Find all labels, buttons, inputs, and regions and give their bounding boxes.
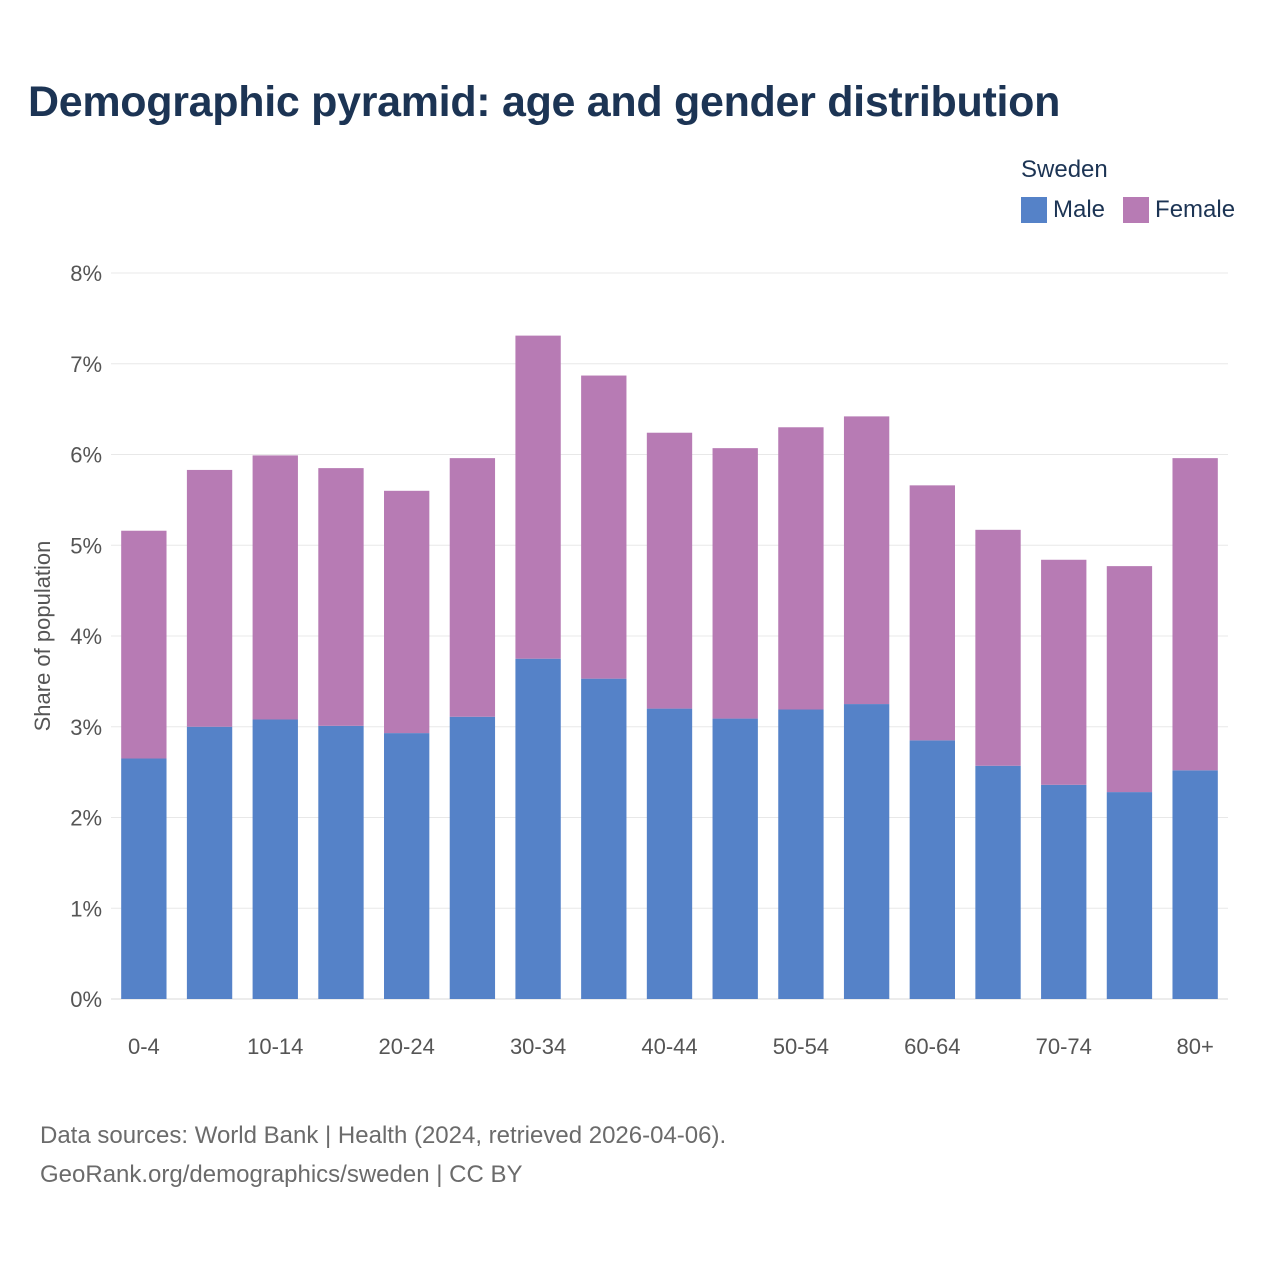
x-tick-label: 30-34 (510, 1034, 566, 1059)
footer-source: Data sources: World Bank | Health (2024,… (40, 1122, 727, 1149)
y-tick-label: 3% (70, 715, 102, 740)
x-tick-label: 50-54 (773, 1034, 829, 1059)
bar-male-40-44[interactable] (646, 708, 693, 999)
legend-swatch-male (1021, 197, 1047, 223)
legend-item-female[interactable]: Female (1123, 196, 1235, 224)
bar-male-45-49[interactable] (712, 718, 758, 999)
bar-female-5-9[interactable] (186, 469, 233, 727)
legend-label-female: Female (1155, 196, 1236, 223)
legend-label-male: Male (1053, 196, 1106, 223)
legend-swatch-female (1123, 197, 1150, 223)
legend-title: Sweden (1021, 156, 1108, 183)
y-tick-label: 6% (70, 443, 102, 468)
y-tick-label: 7% (70, 352, 102, 377)
bar-male-80+[interactable] (1172, 770, 1218, 999)
footer-link[interactable]: GeoRank.org/demographics/sweden | CC BY (40, 1161, 523, 1188)
x-tick-label: 0-4 (128, 1034, 160, 1059)
x-tick-label: 70-74 (1036, 1034, 1092, 1059)
bar-female-60-64[interactable] (909, 485, 955, 741)
bar-male-75-79[interactable] (1106, 792, 1153, 999)
bar-male-65-69[interactable] (975, 765, 1021, 999)
bar-female-10-14[interactable] (252, 455, 298, 720)
bar-male-70-74[interactable] (1041, 784, 1087, 999)
bar-female-15-19[interactable] (318, 468, 364, 726)
bar-chart: 0% 1% 2% 3% 4% 5% 6% 7% 8% 0-4 10-14 20-24 30-34 40-… (30, 261, 1228, 1059)
bar-male-20-24[interactable] (384, 733, 430, 999)
legend-item-male[interactable]: Male (1021, 196, 1105, 224)
bar-female-30-34[interactable] (515, 335, 561, 659)
bar-male-10-14[interactable] (252, 719, 298, 999)
y-tick-label: 2% (70, 806, 102, 831)
bar-male-15-19[interactable] (318, 725, 364, 999)
bar-female-40-44[interactable] (646, 432, 693, 709)
bar-female-35-39[interactable] (581, 375, 627, 679)
x-tick-label: 10-14 (247, 1034, 303, 1059)
bar-female-70-74[interactable] (1041, 559, 1087, 785)
bar-female-25-29[interactable] (449, 458, 496, 717)
legend: Sweden Male Female (1021, 156, 1235, 224)
bar-male-0-4[interactable] (121, 758, 167, 999)
bar-female-20-24[interactable] (384, 490, 430, 734)
bar-female-75-79[interactable] (1106, 566, 1153, 793)
x-tick-label: 20-24 (379, 1034, 435, 1059)
y-tick-label: 4% (70, 624, 102, 649)
bar-male-30-34[interactable] (515, 658, 561, 999)
bar-male-55-59[interactable] (843, 704, 890, 999)
y-tick-label: 0% (70, 987, 102, 1012)
bar-male-50-54[interactable] (778, 709, 824, 999)
bar-female-55-59[interactable] (843, 416, 890, 705)
footer: Data sources: World Bank | Health (2024,… (40, 1116, 726, 1194)
chart-title: Demographic pyramid: age and gender dist… (28, 78, 1061, 126)
bar-male-5-9[interactable] (186, 726, 233, 999)
bar-male-60-64[interactable] (909, 740, 955, 999)
bar-male-35-39[interactable] (581, 678, 627, 999)
x-tick-label: 80+ (1176, 1034, 1213, 1059)
bar-female-45-49[interactable] (712, 448, 758, 719)
y-tick-label: 8% (70, 261, 102, 286)
x-tick-label: 60-64 (904, 1034, 960, 1059)
bar-female-0-4[interactable] (121, 530, 167, 759)
bar-female-50-54[interactable] (778, 427, 824, 710)
x-tick-label: 40-44 (641, 1034, 697, 1059)
bar-female-65-69[interactable] (975, 529, 1021, 766)
y-tick-label: 5% (70, 533, 102, 558)
bar-male-25-29[interactable] (449, 716, 496, 999)
y-tick-label: 1% (70, 896, 102, 921)
bar-female-80+[interactable] (1172, 458, 1218, 771)
y-axis-label: Share of population (30, 541, 55, 732)
